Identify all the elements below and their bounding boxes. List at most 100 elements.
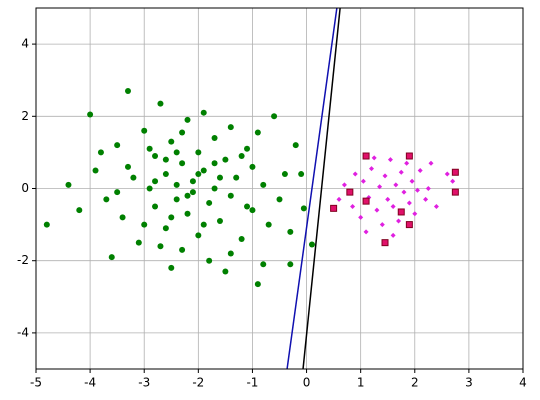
point [244, 145, 251, 152]
point [97, 149, 104, 156]
point [433, 204, 439, 210]
point [135, 239, 142, 246]
point [393, 182, 399, 188]
point [406, 200, 412, 206]
point [390, 204, 396, 210]
point [300, 205, 307, 212]
point [381, 239, 389, 247]
point [189, 189, 196, 196]
point [173, 196, 180, 203]
point [216, 217, 223, 224]
point [227, 192, 234, 199]
point [65, 181, 72, 188]
point [233, 174, 240, 181]
point [173, 149, 180, 156]
point [397, 208, 405, 216]
point [425, 186, 431, 191]
point [451, 168, 459, 176]
point [43, 221, 50, 228]
point [362, 197, 370, 205]
point [287, 261, 294, 268]
point [168, 214, 175, 221]
point [405, 221, 413, 229]
point [292, 142, 299, 149]
point [124, 88, 131, 95]
point [222, 156, 229, 163]
point [260, 181, 267, 188]
point [404, 160, 410, 166]
point [76, 207, 83, 214]
x-tick-label: 2 [411, 376, 419, 390]
point [168, 138, 175, 145]
point [184, 192, 191, 199]
x-tick-label: -5 [30, 376, 42, 390]
point [244, 203, 251, 210]
point [368, 166, 374, 172]
point [162, 171, 169, 178]
point [157, 100, 164, 107]
point [249, 207, 256, 214]
point [352, 171, 358, 177]
point [152, 153, 159, 160]
point [200, 109, 207, 116]
point [189, 178, 196, 185]
point [254, 281, 261, 288]
point [390, 232, 396, 238]
point [346, 188, 354, 196]
point [206, 257, 213, 264]
point [428, 160, 434, 166]
point [238, 236, 245, 243]
point [396, 218, 402, 224]
point [377, 184, 383, 190]
point [414, 187, 420, 193]
point [206, 199, 213, 206]
y-tick-label: 2 [21, 109, 29, 123]
point [371, 155, 377, 161]
point [222, 268, 229, 275]
x-tick-label: 1 [357, 376, 365, 390]
point [87, 111, 94, 118]
x-tick-label: 4 [519, 376, 527, 390]
point [124, 163, 131, 170]
point [114, 189, 121, 196]
point [157, 243, 164, 250]
point [146, 185, 153, 192]
point [173, 181, 180, 188]
point [281, 171, 288, 178]
x-tick-label: -4 [84, 376, 96, 390]
point [401, 189, 407, 195]
point [152, 178, 159, 185]
point [308, 241, 315, 248]
point [341, 182, 347, 188]
x-tick-label: -1 [246, 376, 258, 390]
y-tick-label: 4 [21, 37, 29, 51]
point [184, 116, 191, 123]
y-tick-label: -2 [17, 253, 29, 267]
point [200, 221, 207, 228]
point [360, 178, 366, 184]
point [211, 185, 218, 192]
point [103, 196, 110, 203]
point [119, 214, 126, 221]
point [249, 163, 256, 170]
point [358, 214, 364, 220]
point [227, 124, 234, 131]
point [398, 169, 404, 175]
point [336, 196, 342, 202]
point [141, 221, 148, 228]
point [409, 178, 415, 184]
point [417, 167, 423, 173]
point [405, 152, 413, 160]
point [379, 222, 385, 228]
point [412, 211, 418, 217]
point [423, 196, 429, 202]
point [211, 134, 218, 141]
point [298, 171, 305, 178]
point [254, 129, 261, 136]
point [179, 246, 186, 253]
x-tick-label: -2 [192, 376, 204, 390]
point [200, 167, 207, 174]
point [162, 156, 169, 163]
point [287, 228, 294, 235]
